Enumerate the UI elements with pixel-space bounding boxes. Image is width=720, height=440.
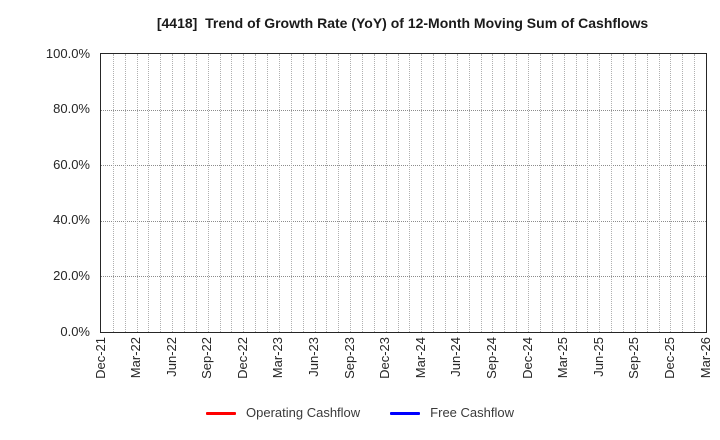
vertical-gridline bbox=[148, 54, 150, 332]
vertical-gridline bbox=[397, 54, 399, 332]
x-tick-label: Jun-25 bbox=[590, 337, 606, 377]
vertical-gridline bbox=[207, 54, 209, 332]
x-tick-label: Jun-22 bbox=[163, 337, 179, 377]
vertical-gridline bbox=[326, 54, 328, 332]
vertical-gridline bbox=[172, 54, 174, 332]
x-tick-label: Sep-23 bbox=[341, 337, 357, 379]
legend-line-swatch bbox=[206, 411, 236, 415]
vertical-gridline bbox=[504, 54, 506, 332]
vertical-gridline bbox=[575, 54, 577, 332]
vertical-gridline bbox=[528, 54, 530, 332]
vertical-gridline bbox=[646, 54, 648, 332]
x-tick-label: Mar-24 bbox=[412, 337, 428, 379]
vertical-gridline bbox=[670, 54, 672, 332]
x-tick-label: Sep-24 bbox=[483, 337, 499, 379]
vertical-gridline bbox=[255, 54, 257, 332]
vertical-gridline bbox=[385, 54, 387, 332]
horizontal-gridline bbox=[101, 165, 706, 167]
horizontal-gridline bbox=[101, 220, 706, 222]
vertical-gridline bbox=[563, 54, 565, 332]
x-tick-label: Sep-22 bbox=[199, 337, 215, 379]
legend-item: Operating Cashflow bbox=[206, 404, 360, 422]
vertical-gridline bbox=[409, 54, 411, 332]
vertical-gridline bbox=[456, 54, 458, 332]
chart-title: [4418] Trend of Growth Rate (YoY) of 12-… bbox=[156, 15, 649, 31]
vertical-gridline bbox=[516, 54, 518, 332]
plot-area bbox=[100, 53, 707, 333]
vertical-gridline bbox=[302, 54, 304, 332]
vertical-gridline bbox=[373, 54, 375, 332]
vertical-gridline bbox=[480, 54, 482, 332]
legend-label: Operating Cashflow bbox=[246, 405, 361, 420]
y-tick-label: 80.0% bbox=[53, 101, 90, 117]
vertical-gridline bbox=[338, 54, 340, 332]
x-tick-label: Jun-24 bbox=[448, 337, 464, 377]
legend-item: Free Cashflow bbox=[390, 404, 514, 422]
vertical-gridline bbox=[445, 54, 447, 332]
vertical-gridline bbox=[136, 54, 138, 332]
vertical-gridline bbox=[682, 54, 684, 332]
y-tick-label: 0.0% bbox=[60, 323, 90, 339]
y-tick-label: 60.0% bbox=[53, 156, 90, 172]
legend-label: Free Cashflow bbox=[430, 405, 514, 420]
x-tick-label: Dec-24 bbox=[519, 337, 535, 379]
vertical-gridline bbox=[599, 54, 601, 332]
x-tick-label: Jun-23 bbox=[306, 337, 322, 377]
legend-line-swatch bbox=[390, 411, 421, 415]
vertical-gridline bbox=[611, 54, 613, 332]
vertical-gridline bbox=[124, 54, 126, 332]
vertical-gridline bbox=[112, 54, 114, 332]
x-tick-label: Sep-25 bbox=[626, 337, 642, 379]
vertical-gridline bbox=[587, 54, 589, 332]
vertical-gridline bbox=[160, 54, 162, 332]
vertical-gridline bbox=[361, 54, 363, 332]
x-tick-label: Dec-21 bbox=[92, 337, 108, 379]
vertical-gridline bbox=[314, 54, 316, 332]
vertical-gridline bbox=[350, 54, 352, 332]
y-tick-label: 20.0% bbox=[53, 267, 90, 283]
vertical-gridline bbox=[539, 54, 541, 332]
vertical-gridline bbox=[433, 54, 435, 332]
x-tick-label: Dec-22 bbox=[234, 337, 250, 379]
vertical-gridline bbox=[658, 54, 660, 332]
vertical-gridline bbox=[468, 54, 470, 332]
y-tick-label: 40.0% bbox=[53, 212, 90, 228]
x-tick-label: Mar-25 bbox=[555, 337, 571, 379]
vertical-gridline bbox=[622, 54, 624, 332]
vertical-gridline bbox=[219, 54, 221, 332]
x-tick-label: Mar-23 bbox=[270, 337, 286, 379]
vertical-gridline bbox=[290, 54, 292, 332]
vertical-gridline bbox=[634, 54, 636, 332]
x-tick-label: Dec-25 bbox=[661, 337, 677, 379]
vertical-gridline bbox=[195, 54, 197, 332]
vertical-gridline bbox=[231, 54, 233, 332]
vertical-gridline bbox=[694, 54, 696, 332]
vertical-gridline bbox=[551, 54, 553, 332]
horizontal-gridline bbox=[101, 276, 706, 278]
vertical-gridline bbox=[278, 54, 280, 332]
vertical-gridline bbox=[421, 54, 423, 332]
horizontal-gridline bbox=[101, 109, 706, 111]
chart-legend: Operating Cashflow Free Cashflow bbox=[0, 404, 720, 422]
x-tick-label: Mar-22 bbox=[128, 337, 144, 379]
vertical-gridline bbox=[492, 54, 494, 332]
x-tick-label: Dec-23 bbox=[377, 337, 393, 379]
y-tick-label: 100.0% bbox=[45, 45, 90, 61]
vertical-gridline bbox=[243, 54, 245, 332]
x-tick-label: Mar-26 bbox=[697, 337, 713, 379]
vertical-gridline bbox=[267, 54, 269, 332]
vertical-gridline bbox=[184, 54, 186, 332]
